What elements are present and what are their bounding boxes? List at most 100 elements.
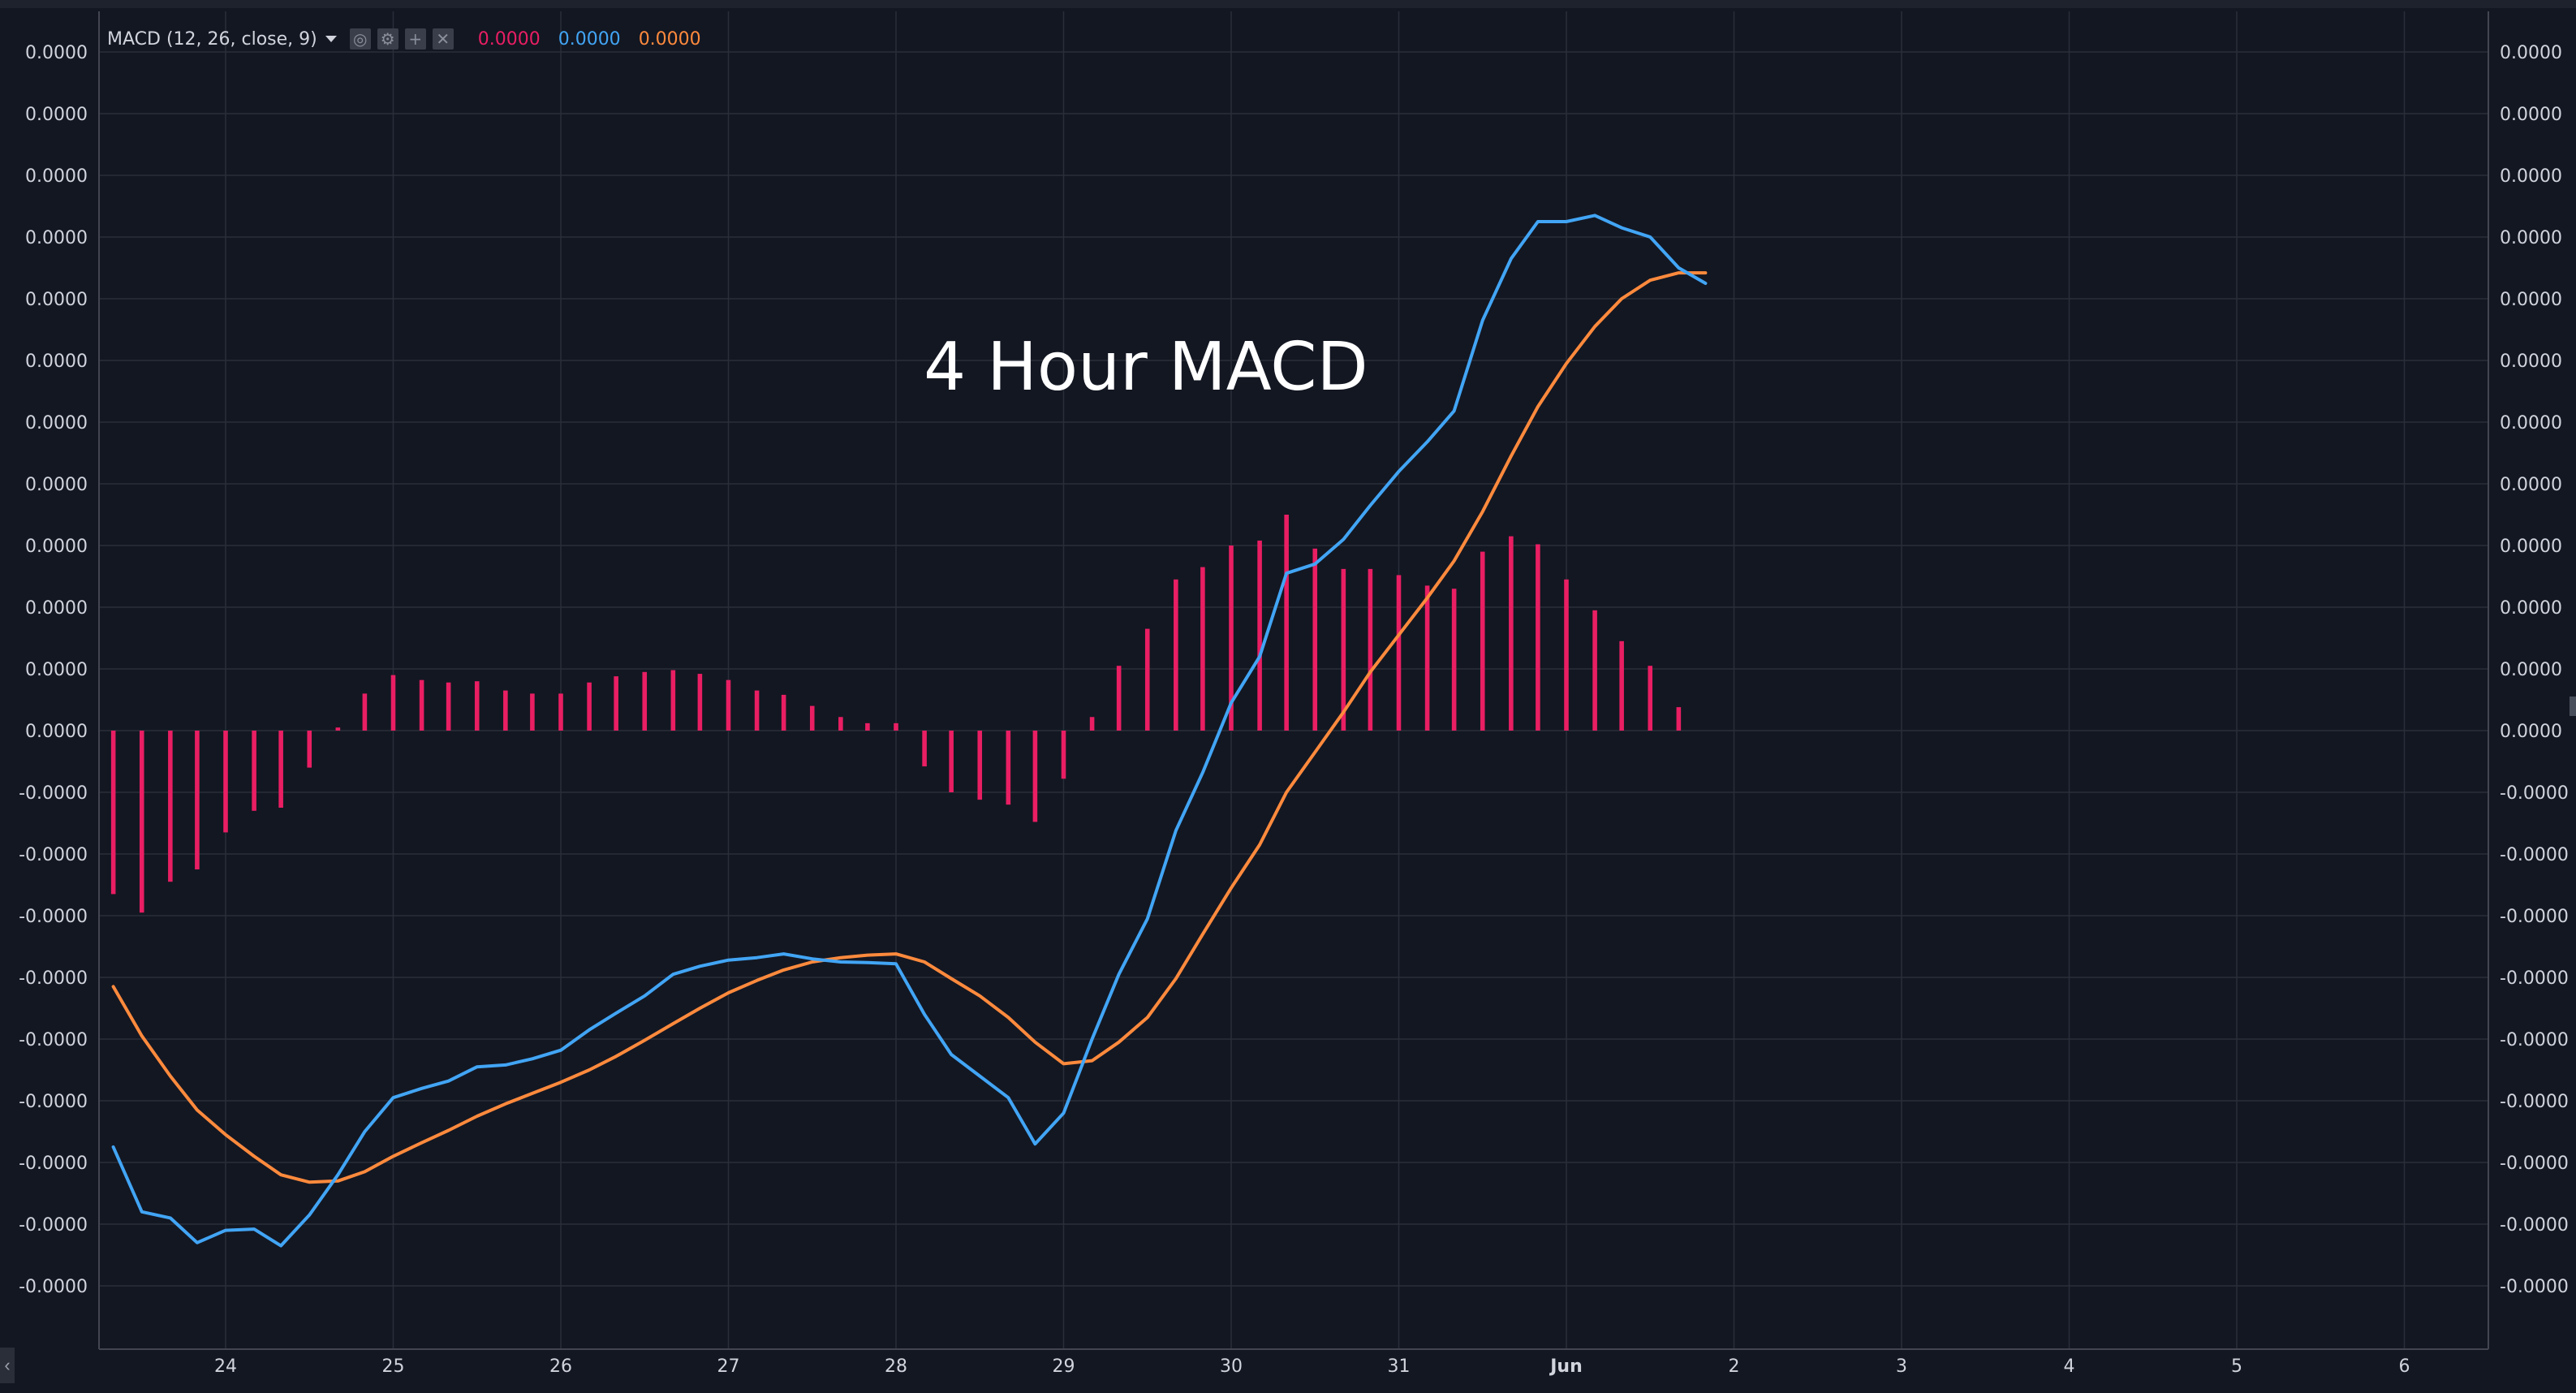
histogram-bar — [362, 693, 368, 731]
histogram-bar — [838, 717, 843, 731]
y-tick-label-right: -0.0000 — [2500, 907, 2569, 927]
chevron-left-icon[interactable]: ‹ — [0, 1348, 15, 1383]
x-tick-label: 5 — [2231, 1356, 2242, 1377]
histogram-bar — [1676, 707, 1682, 731]
histogram-bar — [1648, 666, 1653, 731]
y-tick-label-right: 0.0000 — [2500, 598, 2562, 619]
histogram-bar — [1032, 731, 1038, 822]
eye-icon[interactable]: ◎ — [349, 28, 371, 50]
x-tick-label: 29 — [1053, 1356, 1075, 1377]
histogram-bar — [1116, 666, 1122, 731]
y-tick-label-left: 0.0000 — [25, 166, 88, 187]
histogram-value: 0.0000 — [477, 28, 541, 50]
histogram-bar — [1509, 536, 1514, 731]
y-tick-label-right: 0.0000 — [2500, 475, 2562, 495]
macd-line — [111, 213, 1708, 1248]
histogram-bar — [922, 731, 927, 767]
histogram-bar — [474, 681, 480, 731]
histogram-bar — [1592, 610, 1597, 731]
y-tick-label-left: 0.0000 — [25, 537, 88, 557]
histogram-bar — [977, 731, 983, 800]
y-tick-label-left: -0.0000 — [19, 968, 88, 989]
y-tick-label-right: 0.0000 — [2500, 660, 2562, 680]
x-tick-label: 26 — [549, 1356, 572, 1377]
close-icon[interactable]: ✕ — [432, 28, 454, 50]
histogram-bar — [1312, 548, 1318, 731]
histogram-bar — [1200, 567, 1205, 731]
y-tick-label-right: -0.0000 — [2500, 1030, 2569, 1050]
histogram-bar — [1368, 568, 1373, 731]
chart-annotation: 4 Hour MACD — [924, 329, 1368, 406]
histogram-bar — [670, 670, 676, 731]
histogram-bar — [614, 676, 618, 731]
signal-line — [111, 271, 1708, 1184]
y-tick-label-right: 0.0000 — [2500, 43, 2562, 63]
y-tick-label-right: -0.0000 — [2500, 1215, 2569, 1236]
y-tick-label-left: -0.0000 — [19, 783, 88, 804]
histogram-bar — [1257, 540, 1262, 731]
x-tick-label: 27 — [717, 1356, 740, 1377]
y-tick-label-left: -0.0000 — [19, 1092, 88, 1112]
histogram-series — [110, 515, 1682, 913]
y-tick-label-left: 0.0000 — [25, 660, 88, 680]
signal-series — [111, 271, 1708, 1184]
settings-icon[interactable]: ⚙ — [377, 28, 398, 50]
indicator-name[interactable]: MACD (12, 26, close, 9) — [107, 28, 317, 50]
histogram-bar — [278, 731, 283, 808]
scroll-handle[interactable] — [2570, 696, 2576, 716]
y-tick-label-right: 0.0000 — [2500, 537, 2562, 557]
signal-value: 0.0000 — [638, 28, 701, 50]
y-tick-label-left: -0.0000 — [19, 1154, 88, 1174]
add-icon[interactable]: + — [404, 28, 426, 50]
y-tick-label-right: 0.0000 — [2500, 228, 2562, 248]
histogram-bar — [168, 731, 173, 882]
y-axis-right[interactable]: 0.0000 0.0000 0.0000 0.0000 0.0000 0.0000 0.00… — [2500, 43, 2569, 1297]
y-tick-label-left: 0.0000 — [25, 475, 88, 495]
y-tick-label-left: -0.0000 — [19, 845, 88, 865]
histogram-bar — [1424, 585, 1430, 731]
y-axis-left[interactable]: 0.0000 0.0000 0.0000 0.0000 0.0000 0.0000 0.00… — [19, 43, 88, 1297]
histogram-bar — [1144, 628, 1150, 731]
histogram-bar — [809, 705, 815, 731]
histogram-bar — [781, 694, 786, 731]
x-tick-label: 2 — [1729, 1356, 1740, 1377]
histogram-bar — [558, 693, 563, 731]
y-tick-label-left: 0.0000 — [25, 290, 88, 310]
histogram-bar — [223, 731, 228, 833]
y-tick-label-right: 0.0000 — [2500, 166, 2562, 187]
x-tick-label: 3 — [1896, 1356, 1907, 1377]
y-tick-label-left: 0.0000 — [25, 598, 88, 619]
y-tick-label-left: 0.0000 — [25, 43, 88, 63]
top-toolbar-strip — [0, 0, 2576, 8]
histogram-bar — [419, 679, 424, 731]
chevron-down-icon[interactable] — [325, 36, 337, 42]
histogram-bar — [1284, 515, 1289, 731]
histogram-bar — [1564, 579, 1569, 731]
x-tick-label: 4 — [2064, 1356, 2075, 1377]
x-tick-label: 30 — [1220, 1356, 1243, 1377]
macd-series — [111, 213, 1708, 1248]
histogram-bar — [446, 682, 451, 731]
y-tick-label-left: -0.0000 — [19, 1277, 88, 1297]
y-tick-label-left: 0.0000 — [25, 722, 88, 742]
histogram-bar — [754, 690, 760, 731]
y-tick-label-right: -0.0000 — [2500, 845, 2569, 865]
x-tick-label: 24 — [214, 1356, 237, 1377]
y-tick-label-left: 0.0000 — [25, 105, 88, 125]
indicator-legend[interactable]: MACD (12, 26, close, 9) ◎ ⚙ + ✕ 0.0000 0… — [107, 26, 701, 52]
y-tick-label-left: 0.0000 — [25, 413, 88, 433]
x-axis[interactable]: 24 25 26 27 28 29 30 31 Jun 2 3 4 5 6 — [214, 1356, 2410, 1377]
histogram-bar — [1451, 589, 1457, 731]
x-tick-label: 28 — [885, 1356, 907, 1377]
y-tick-label-right: -0.0000 — [2500, 1154, 2569, 1174]
histogram-bar — [1089, 717, 1095, 731]
histogram-bar — [587, 682, 592, 731]
y-tick-label-right: -0.0000 — [2500, 1277, 2569, 1297]
y-tick-label-left: 0.0000 — [25, 228, 88, 248]
histogram-bar — [642, 671, 648, 731]
macd-value: 0.0000 — [558, 28, 621, 50]
y-tick-label-right: 0.0000 — [2500, 290, 2562, 310]
histogram-bar — [390, 675, 396, 731]
